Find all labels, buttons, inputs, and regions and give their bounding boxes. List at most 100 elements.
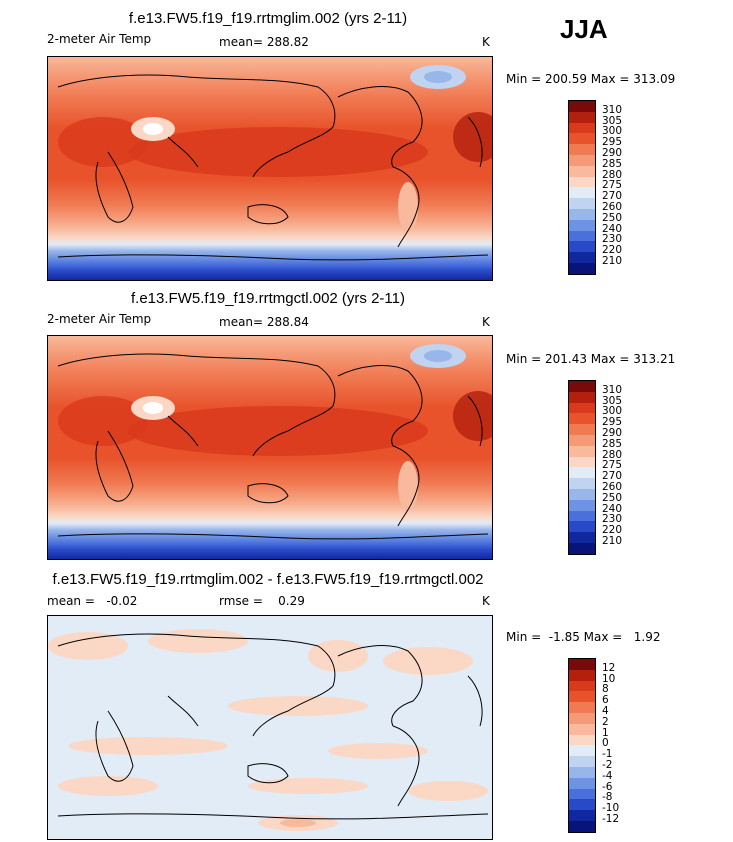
colorbar-tick-label: 240 xyxy=(602,222,623,235)
colorbar-segment xyxy=(569,381,595,392)
colorbar-segment xyxy=(569,766,595,778)
panel-1-colorbar xyxy=(568,100,596,275)
colorbar-tick-label: 270 xyxy=(602,190,623,203)
colorbar-segment xyxy=(569,532,595,543)
colorbar-segment xyxy=(569,262,595,274)
colorbar-tick-label: -2 xyxy=(602,759,613,771)
colorbar-segment xyxy=(569,391,595,403)
colorbar-segment xyxy=(569,478,595,489)
colorbar-tick-label: 230 xyxy=(602,233,623,246)
colorbar-tick-label: -4 xyxy=(602,769,613,782)
colorbar-segment xyxy=(569,788,595,800)
panel-1-mean-label: mean= 288.82 xyxy=(219,35,309,49)
colorbar-segment xyxy=(569,810,595,821)
panel-2-map xyxy=(47,335,493,560)
colorbar-tick-label: 210 xyxy=(602,535,623,547)
colorbar-segment xyxy=(569,542,595,554)
colorbar-segment xyxy=(569,208,595,220)
colorbar-segment xyxy=(569,488,595,500)
colorbar-tick-label: 310 xyxy=(602,103,623,116)
panel-2-mean-label: mean= 288.84 xyxy=(219,315,309,329)
colorbar-segment xyxy=(569,111,595,123)
colorbar-segment xyxy=(569,176,595,188)
panel-3-title: f.e13.FW5.f19_f19.rrtmglim.002 - f.e13.F… xyxy=(52,571,484,588)
colorbar-segment xyxy=(569,799,595,811)
colorbar-tick-label: 210 xyxy=(602,255,623,267)
colorbar-tick-label: 8 xyxy=(602,683,609,696)
colorbar-segment xyxy=(569,456,595,468)
panel-2-variable-label: 2-meter Air Temp xyxy=(47,312,152,326)
colorbar-tick-label: -12 xyxy=(602,813,620,825)
colorbar-tick-label: 275 xyxy=(602,179,623,192)
panel-1-minmax: Min = 200.59 Max = 313.09 xyxy=(506,72,676,86)
colorbar-segment xyxy=(569,434,595,446)
colorbar-tick-label: 2 xyxy=(602,715,609,728)
colorbar-segment xyxy=(569,745,595,757)
colorbar-segment xyxy=(569,510,595,522)
colorbar-segment xyxy=(569,680,595,692)
colorbar-tick-label: 280 xyxy=(602,168,623,181)
panel-1-units: K xyxy=(482,35,490,49)
panel-2-units: K xyxy=(482,315,490,329)
panel-3-rmse-label: rmse = 0.29 xyxy=(219,594,305,608)
colorbar-segment xyxy=(569,154,595,166)
colorbar-segment xyxy=(569,723,595,735)
colorbar-tick-label: 240 xyxy=(602,502,623,515)
colorbar-tick-label: 220 xyxy=(602,524,623,537)
panel-1-title: f.e13.FW5.f19_f19.rrtmglim.002 (yrs 2-11… xyxy=(128,10,408,27)
colorbar-tick-label: -6 xyxy=(602,780,613,793)
colorbar-tick-label: 260 xyxy=(602,481,623,493)
panel-3-difference-field xyxy=(48,616,492,839)
colorbar-tick-label: 300 xyxy=(602,125,623,138)
panel-2-minmax: Min = 201.43 Max = 313.21 xyxy=(506,352,676,366)
colorbar-tick-label: 4 xyxy=(602,705,609,717)
colorbar-tick-label: 250 xyxy=(602,211,623,224)
colorbar-tick-label: 270 xyxy=(602,470,623,483)
panel-3-mean-label: mean = -0.02 xyxy=(47,594,138,608)
colorbar-segment xyxy=(569,187,595,199)
season-label: JJA xyxy=(560,14,608,44)
panel-1-temperature-field xyxy=(48,57,492,280)
panel-3-units: K xyxy=(482,594,490,608)
colorbar-tick-label: 310 xyxy=(602,383,623,396)
panel-2-colorbar xyxy=(568,380,596,555)
colorbar-segment xyxy=(569,659,595,670)
colorbar-tick-label: -8 xyxy=(602,791,613,804)
colorbar-tick-label: -10 xyxy=(602,802,620,815)
colorbar-segment xyxy=(569,734,595,746)
colorbar-tick-label: 250 xyxy=(602,491,623,504)
colorbar-tick-label: 290 xyxy=(602,427,623,439)
colorbar-segment xyxy=(569,712,595,724)
colorbar-segment xyxy=(569,777,595,789)
colorbar-tick-label: 0 xyxy=(602,737,609,750)
colorbar-tick-label: 305 xyxy=(602,394,623,407)
colorbar-tick-label: 220 xyxy=(602,244,623,257)
colorbar-tick-label: 10 xyxy=(602,672,616,685)
colorbar-segment xyxy=(569,241,595,253)
colorbar-segment xyxy=(569,252,595,263)
colorbar-segment xyxy=(569,445,595,457)
colorbar-tick-label: 260 xyxy=(602,201,623,213)
colorbar-segment xyxy=(569,691,595,703)
colorbar-segment xyxy=(569,133,595,145)
panel-3-minmax: Min = -1.85 Max = 1.92 xyxy=(506,630,661,644)
colorbar-tick-label: 295 xyxy=(602,136,623,149)
panel-3-colorbar xyxy=(568,658,596,833)
colorbar-tick-label: 230 xyxy=(602,513,623,526)
panel-1-map xyxy=(47,56,493,281)
colorbar-segment xyxy=(569,198,595,209)
colorbar-segment xyxy=(569,230,595,242)
colorbar-tick-label: 12 xyxy=(602,661,616,674)
colorbar-segment xyxy=(569,669,595,681)
colorbar-segment xyxy=(569,144,595,155)
colorbar-tick-label: -1 xyxy=(602,748,613,761)
panel-2-title: f.e13.FW5.f19_f19.rrtmgctl.002 (yrs 2-11… xyxy=(131,290,405,307)
colorbar-tick-label: 275 xyxy=(602,459,623,472)
colorbar-segment xyxy=(569,521,595,533)
colorbar-segment xyxy=(569,122,595,134)
colorbar-tick-label: 280 xyxy=(602,448,623,461)
colorbar-segment xyxy=(569,756,595,767)
colorbar-segment xyxy=(569,467,595,479)
colorbar-tick-label: 285 xyxy=(602,437,623,450)
panel-2-temperature-field xyxy=(48,336,492,559)
